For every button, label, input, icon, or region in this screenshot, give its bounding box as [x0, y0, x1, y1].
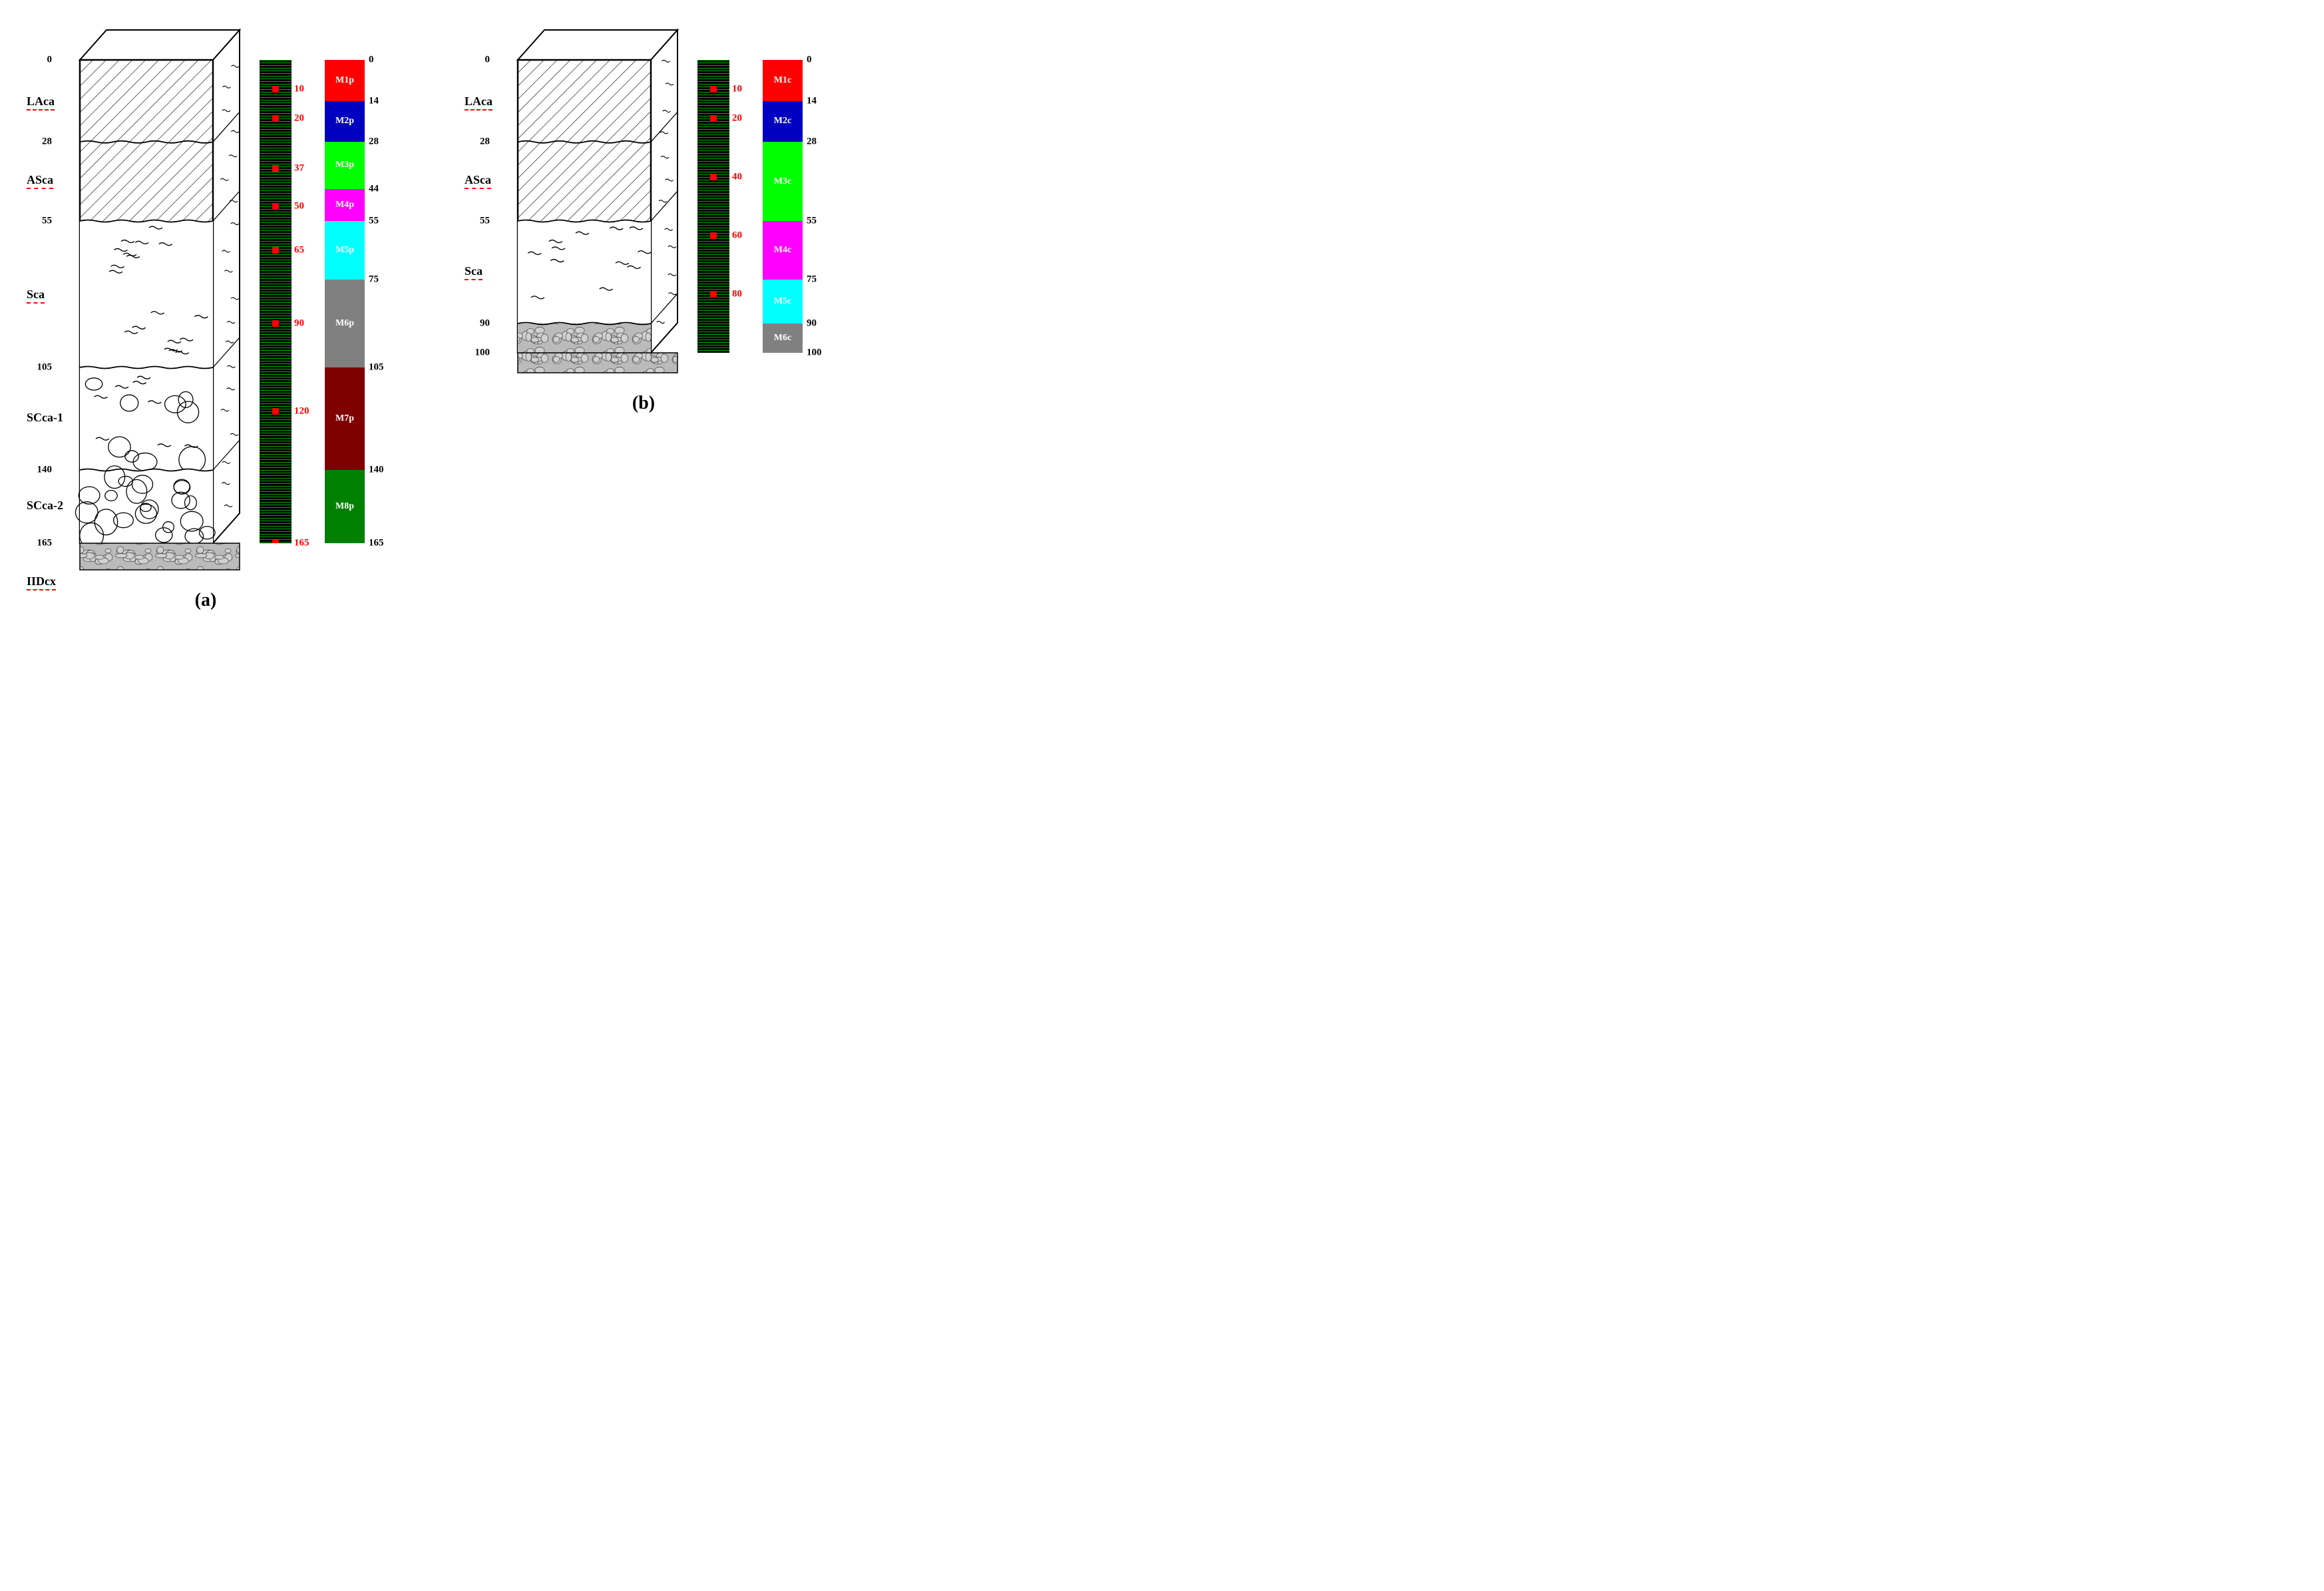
core-depth-label: 60 — [732, 230, 742, 242]
core-marker — [272, 115, 279, 122]
sample-depth-label: 165 — [369, 538, 384, 549]
sample-block: M3c — [763, 142, 803, 221]
sample-block: M4c — [763, 221, 803, 280]
core-labels: 10 20 40 60 80 — [729, 60, 749, 353]
horizon-label: SCca-1 — [27, 411, 63, 425]
sample-depth-label: 90 — [807, 318, 817, 330]
sample-depth-label: 75 — [369, 274, 379, 286]
depth-label: 90 — [480, 318, 490, 330]
horizon-label: LAca — [27, 95, 55, 111]
sample-depth-label: 75 — [807, 274, 817, 286]
core-column — [697, 60, 729, 353]
core-marker — [710, 86, 717, 93]
horizon-label: LAca — [465, 95, 492, 111]
sample-block: M1c — [763, 60, 803, 101]
sample-block: M6c — [763, 324, 803, 353]
depth-label: 140 — [37, 465, 53, 476]
depth-label: 28 — [42, 136, 52, 148]
depth-label: 28 — [480, 136, 490, 148]
sample-block: M2c — [763, 101, 803, 142]
core-marker — [272, 320, 279, 327]
sample-depth-label: 0 — [369, 55, 374, 66]
sample-block: M5c — [763, 280, 803, 324]
profile-a-wrap: LAcaAScaScaSCca-1SCca-2IIDcx028551051401… — [73, 27, 246, 576]
core-marker — [710, 115, 717, 122]
core-depth-label: 80 — [732, 289, 742, 300]
subfig-b-caption: (b) — [632, 393, 655, 414]
core-depth-label: 65 — [294, 245, 304, 256]
core-marker — [272, 540, 279, 543]
core-marker — [272, 408, 279, 415]
sample-block: M1p — [325, 60, 365, 101]
core-depth-label: 120 — [294, 406, 309, 417]
sample-depth-label: 55 — [807, 216, 817, 227]
samples-b-wrap: M1cM2cM3cM4cM5cM6c 01428557590100 — [763, 27, 823, 353]
core-column — [260, 60, 291, 543]
depth-label: 55 — [42, 216, 52, 227]
horizon-label: Sca — [27, 288, 45, 304]
depth-label: 165 — [37, 538, 53, 549]
core-depth-label: 50 — [294, 201, 304, 212]
core-marker — [272, 165, 279, 172]
core-marker — [272, 203, 279, 210]
core-marker — [272, 247, 279, 254]
core-depth-label: 40 — [732, 172, 742, 183]
sample-block: M3p — [325, 142, 365, 188]
subfigure-a: LAcaAScaScaSCca-1SCca-2IIDcx028551051401… — [27, 27, 385, 611]
depth-label: 0 — [485, 55, 490, 66]
horizon-label: ASca — [27, 173, 53, 189]
subfig-a-caption: (a) — [195, 590, 217, 611]
sample-depth-labels: 01428557590100 — [803, 60, 823, 353]
core-marker — [710, 291, 717, 298]
core-a-wrap: 102037506590120165 — [260, 27, 311, 543]
sample-depth-label: 55 — [369, 216, 379, 227]
core-b-wrap: 10 20 40 60 80 — [697, 27, 749, 353]
core-depth-label: 37 — [294, 162, 304, 174]
core-depth-label: 10 — [294, 84, 304, 95]
soil-profile-a — [73, 27, 246, 576]
core-depth-label: 165 — [294, 538, 309, 549]
core-depth-label: 20 — [294, 113, 304, 124]
figure-container: LAcaAScaScaSCca-1SCca-2IIDcx028551051401… — [27, 27, 2297, 611]
core-labels: 102037506590120165 — [291, 60, 311, 543]
sample-depth-label: 28 — [369, 136, 379, 148]
sample-depth-label: 0 — [807, 55, 812, 66]
core-depth-label: 10 — [732, 84, 742, 95]
sample-depth-label: 28 — [807, 136, 817, 148]
soil-profile-b — [511, 27, 684, 379]
sample-column: M1cM2cM3cM4cM5cM6c — [763, 60, 803, 353]
depth-label: 55 — [480, 216, 490, 227]
profile-b-wrap: LAcaAScaSca0285590100 — [511, 27, 684, 379]
core-depth-label: 90 — [294, 318, 304, 330]
sample-depth-label: 100 — [807, 347, 822, 359]
sample-column: M1pM2pM3pM4pM5pM6pM7pM8p — [325, 60, 365, 543]
sample-depth-label: 14 — [369, 95, 379, 107]
sample-block: M5p — [325, 221, 365, 280]
core-depth-label: 20 — [732, 113, 742, 124]
depth-label: 105 — [37, 362, 53, 373]
depth-label: 100 — [475, 347, 490, 359]
sample-depth-labels: 01428445575105140165 — [365, 60, 385, 543]
sample-block: M4p — [325, 189, 365, 221]
sample-depth-label: 105 — [369, 362, 384, 373]
sample-depth-label: 44 — [369, 183, 379, 194]
horizon-label: ASca — [465, 173, 491, 189]
core-marker — [272, 86, 279, 93]
sample-block: M8p — [325, 470, 365, 543]
subfigure-b: LAcaAScaSca0285590100 1020406080 M1cM2cM… — [465, 27, 823, 414]
horizon-label: IIDcx — [27, 574, 56, 590]
sample-block: M7p — [325, 367, 365, 470]
sample-depth-label: 140 — [369, 465, 384, 476]
depth-label: 0 — [47, 55, 53, 66]
samples-a-wrap: M1pM2pM3pM4pM5pM6pM7pM8p 0 14 28 44 55 75 105 1… — [325, 27, 385, 543]
core-marker — [710, 232, 717, 239]
sample-block: M6p — [325, 280, 365, 367]
horizon-label: SCca-2 — [27, 499, 63, 513]
sample-depth-label: 14 — [807, 95, 817, 107]
core-marker — [710, 174, 717, 180]
sample-block: M2p — [325, 101, 365, 142]
horizon-label: Sca — [465, 264, 483, 280]
